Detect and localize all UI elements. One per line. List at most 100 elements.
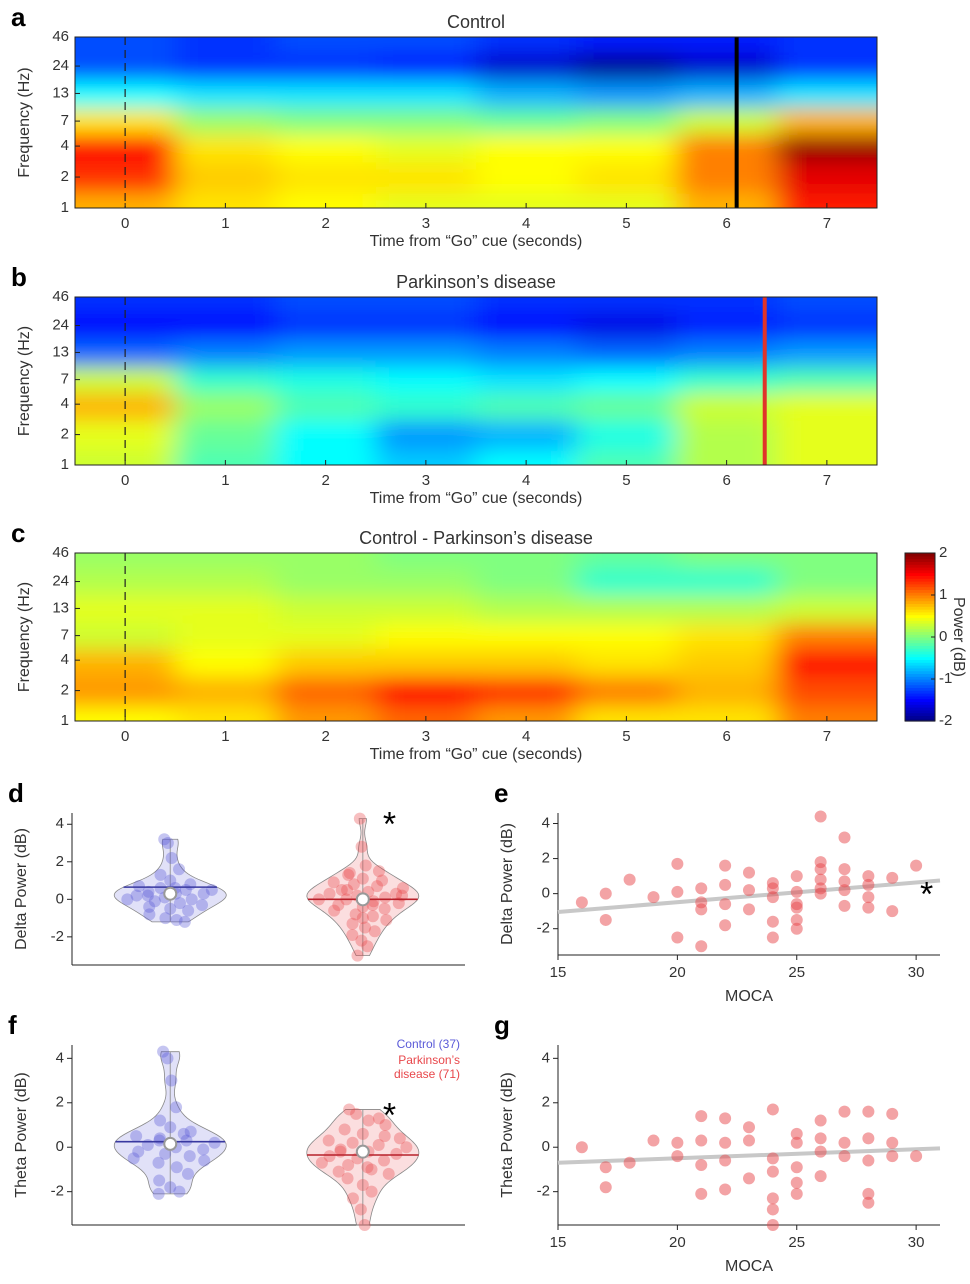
- x-tick-label: 3: [422, 215, 430, 232]
- heat-cell: [375, 391, 477, 421]
- heat-cell: [75, 622, 177, 649]
- heat-cell: [576, 161, 678, 194]
- heat-cell: [175, 705, 277, 721]
- data-point: [379, 891, 392, 904]
- data-point: [371, 880, 384, 893]
- data-point: [170, 913, 183, 926]
- data-point: [719, 878, 732, 891]
- data-point: [695, 1134, 708, 1147]
- data-point: [350, 1107, 363, 1120]
- data-point: [148, 895, 161, 908]
- data-point: [695, 903, 708, 916]
- colorbar-step: [905, 645, 935, 649]
- data-point: [164, 902, 177, 915]
- heat-cell: [476, 391, 578, 421]
- colorbar-step: [905, 553, 935, 557]
- colorbar-step: [905, 698, 935, 702]
- data-point: [862, 1154, 875, 1167]
- colorbar-step: [905, 651, 935, 655]
- data-point: [719, 1112, 732, 1125]
- data-point: [400, 1141, 413, 1154]
- heat-cell: [375, 553, 477, 569]
- data-point: [327, 876, 340, 889]
- colorbar-step: [905, 704, 935, 708]
- data-point: [790, 922, 803, 935]
- colorbar-step: [905, 707, 935, 711]
- x-tick-label: 7: [823, 472, 831, 489]
- data-point: [379, 1119, 392, 1131]
- heat-cell: [75, 161, 177, 194]
- heat-cell: [676, 622, 778, 649]
- data-point: [341, 883, 354, 896]
- colorbar-step: [905, 581, 935, 585]
- data-point: [886, 871, 899, 884]
- heat-cell: [476, 705, 578, 721]
- colorbar-step: [905, 695, 935, 700]
- data-point: [647, 891, 660, 904]
- heat-cell: [476, 338, 578, 368]
- heat-cell: [576, 419, 678, 451]
- data-point: [143, 900, 156, 913]
- heat-cell: [476, 133, 578, 163]
- data-point: [342, 868, 355, 881]
- heat-cell: [576, 107, 678, 135]
- heat-cell: [275, 567, 377, 596]
- colorbar-step: [905, 567, 935, 571]
- heat-cell: [375, 37, 477, 53]
- y-tick-label: -2: [51, 928, 64, 945]
- data-point: [766, 891, 779, 904]
- heat-cell: [275, 133, 377, 163]
- heat-cell: [776, 419, 877, 451]
- data-point: [743, 903, 755, 916]
- y-axis-label: Theta Power (dB): [13, 1072, 30, 1197]
- heat-cell: [175, 419, 277, 451]
- heat-cell: [776, 311, 877, 340]
- data-point: [178, 915, 191, 928]
- heat-cell: [776, 366, 877, 393]
- heat-cell: [676, 366, 778, 393]
- fit-line: [557, 1146, 941, 1165]
- data-point: [164, 874, 177, 887]
- x-tick-label: 25: [788, 1234, 805, 1251]
- heat-cell: [175, 161, 277, 194]
- data-point: [671, 885, 684, 898]
- heat-cell: [375, 449, 477, 465]
- heat-cell: [375, 107, 477, 135]
- data-point: [862, 1196, 875, 1209]
- colorbar-step: [905, 575, 935, 579]
- x-tick-label: 0: [121, 472, 129, 489]
- data-point: [743, 866, 755, 879]
- heat-cell: [75, 391, 177, 421]
- data-point: [127, 1152, 140, 1165]
- heat-cell: [275, 705, 377, 721]
- data-point: [185, 893, 198, 906]
- colorbar-step: [905, 623, 935, 627]
- data-point: [341, 1172, 354, 1185]
- data-point: [197, 1143, 210, 1156]
- data-point: [862, 891, 875, 904]
- data-point: [365, 1163, 378, 1176]
- colorbar-step: [905, 625, 935, 630]
- panel-letter: c: [11, 518, 25, 548]
- colorbar-step: [905, 555, 935, 560]
- colorbar-step: [905, 653, 935, 658]
- x-tick-label: 4: [522, 472, 530, 489]
- data-point: [170, 1161, 183, 1174]
- heat-cell: [175, 391, 277, 421]
- y-tick-label: 13: [52, 343, 69, 360]
- heat-cell: [676, 51, 778, 81]
- heat-cell: [776, 297, 877, 313]
- heat-cell: [776, 107, 877, 135]
- y-axis-label: Frequency (Hz): [16, 67, 33, 177]
- data-point: [173, 1185, 186, 1198]
- heat-cell: [275, 311, 377, 340]
- data-point: [356, 1127, 369, 1140]
- x-tick-label: 1: [221, 215, 229, 232]
- data-point: [790, 1136, 803, 1149]
- heat-cell: [776, 622, 877, 649]
- y-tick-label: 4: [61, 651, 69, 668]
- heat-cell: [576, 338, 678, 368]
- y-tick-label: 7: [61, 627, 69, 644]
- heat-cell: [776, 338, 877, 368]
